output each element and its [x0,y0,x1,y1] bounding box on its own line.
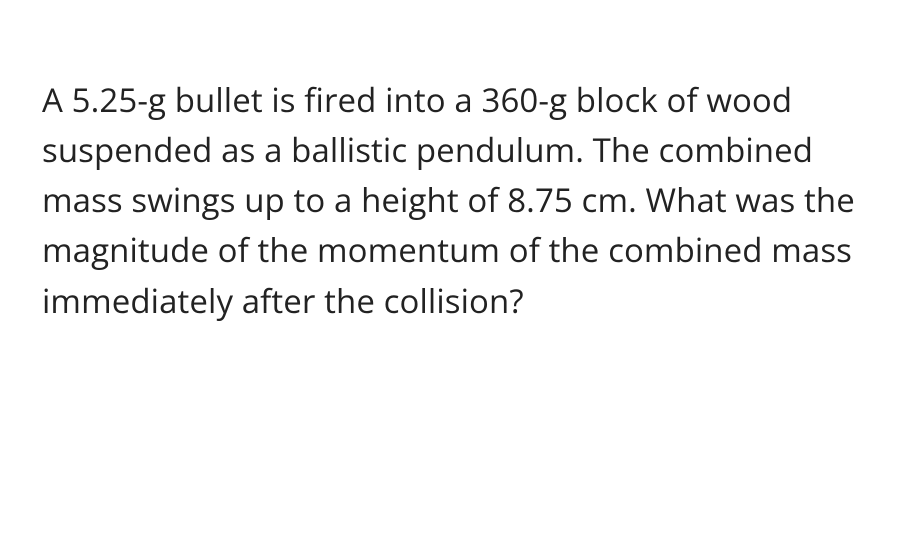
question-container: A 5.25-g bullet is fired into a 360-g bl… [0,0,917,326]
question-text: A 5.25-g bullet is fired into a 360-g bl… [42,75,875,326]
